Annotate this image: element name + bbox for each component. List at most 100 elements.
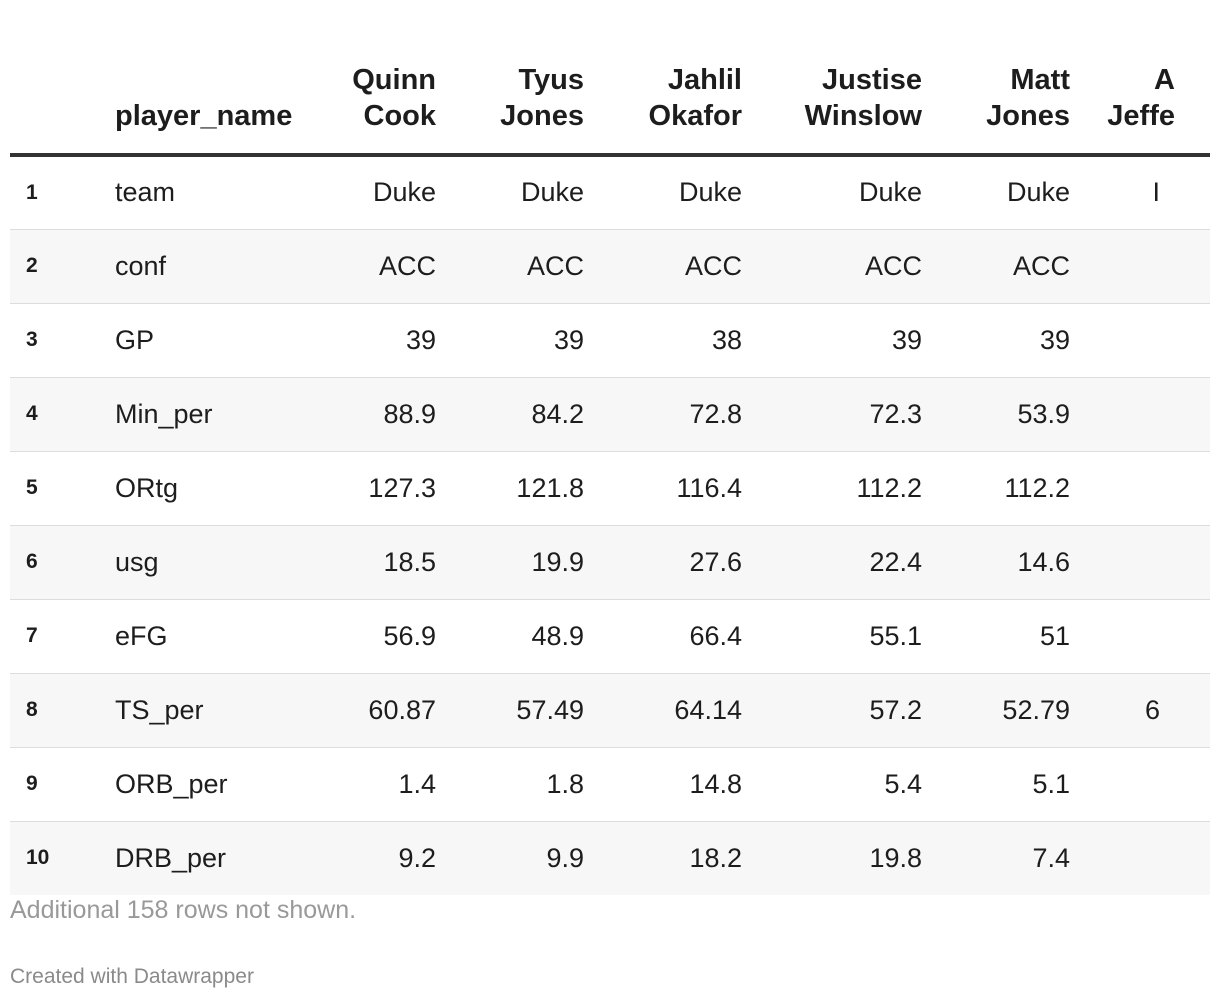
table-cell-idx: 3 <box>10 303 115 378</box>
data-table: player_name Quinn Cook Tyus Jones Jahlil Ok… <box>10 0 1210 895</box>
table-cell-p1: Duke <box>305 155 436 230</box>
column-header-p3: Jahlil Okafor <box>584 0 742 157</box>
table-cell-p1: 1.4 <box>305 747 436 822</box>
table-cell-p2: 84.2 <box>436 377 584 452</box>
table-cell-p6: I <box>1070 155 1210 230</box>
table-cell-p4: 19.8 <box>742 821 922 895</box>
table-cell-p1: ACC <box>305 229 436 304</box>
table-cell-name: GP <box>115 303 305 378</box>
table-cell-p1: 39 <box>305 303 436 378</box>
table-cell-name: eFG <box>115 599 305 674</box>
table-cell-p3: 72.8 <box>584 377 742 452</box>
table-cell-p2: Duke <box>436 155 584 230</box>
table-cell-p1: 18.5 <box>305 525 436 600</box>
table-cell-p6 <box>1070 599 1210 674</box>
table-cell-idx: 9 <box>10 747 115 822</box>
table-cell-name: usg <box>115 525 305 600</box>
table-cell-p4: ACC <box>742 229 922 304</box>
table-row: 4 Min_per 88.9 84.2 72.8 72.3 53.9 <box>10 377 1210 452</box>
table-cell-p5: 7.4 <box>922 821 1070 895</box>
table-cell-p1: 56.9 <box>305 599 436 674</box>
table-cell-p4: 55.1 <box>742 599 922 674</box>
table-cell-idx: 7 <box>10 599 115 674</box>
table-cell-p6 <box>1070 451 1210 526</box>
table-row: 9 ORB_per 1.4 1.8 14.8 5.4 5.1 <box>10 747 1210 822</box>
table-cell-p3: 38 <box>584 303 742 378</box>
table-cell-p4: 5.4 <box>742 747 922 822</box>
table-cell-p2: 1.8 <box>436 747 584 822</box>
table-cell-name: conf <box>115 229 305 304</box>
column-header-p5: Matt Jones <box>922 0 1070 157</box>
table-cell-p5: 39 <box>922 303 1070 378</box>
table-cell-p4: 39 <box>742 303 922 378</box>
table-cell-p2: 57.49 <box>436 673 584 748</box>
table-cell-p4: Duke <box>742 155 922 230</box>
table-cell-p2: 39 <box>436 303 584 378</box>
table-row: 1 team Duke Duke Duke Duke Duke I <box>10 155 1210 230</box>
table-cell-p1: 9.2 <box>305 821 436 895</box>
table-cell-p3: 116.4 <box>584 451 742 526</box>
table-cell-name: team <box>115 155 305 230</box>
table-cell-p2: 19.9 <box>436 525 584 600</box>
table-cell-name: ORtg <box>115 451 305 526</box>
table-cell-p4: 57.2 <box>742 673 922 748</box>
table-row: 6 usg 18.5 19.9 27.6 22.4 14.6 <box>10 525 1210 600</box>
table-cell-p4: 22.4 <box>742 525 922 600</box>
column-header-idx <box>10 0 115 157</box>
table-cell-idx: 6 <box>10 525 115 600</box>
table-cell-p3: 27.6 <box>584 525 742 600</box>
table-cell-p2: 48.9 <box>436 599 584 674</box>
table-cell-p6 <box>1070 821 1210 895</box>
table-cell-p2: 9.9 <box>436 821 584 895</box>
table-row: 2 conf ACC ACC ACC ACC ACC <box>10 229 1210 304</box>
table-cell-name: TS_per <box>115 673 305 748</box>
table-cell-p6 <box>1070 525 1210 600</box>
column-header-name: player_name <box>115 0 305 157</box>
table-cell-p2: ACC <box>436 229 584 304</box>
table-cell-name: Min_per <box>115 377 305 452</box>
table-cell-p2: 121.8 <box>436 451 584 526</box>
table-cell-p3: 14.8 <box>584 747 742 822</box>
table-cell-p1: 127.3 <box>305 451 436 526</box>
table-cell-idx: 8 <box>10 673 115 748</box>
table-cell-p6 <box>1070 747 1210 822</box>
table-cell-idx: 2 <box>10 229 115 304</box>
table-cell-name: ORB_per <box>115 747 305 822</box>
table-cell-idx: 1 <box>10 155 115 230</box>
column-header-p2: Tyus Jones <box>436 0 584 157</box>
table-cell-p3: ACC <box>584 229 742 304</box>
table-cell-p6 <box>1070 377 1210 452</box>
table-cell-p4: 72.3 <box>742 377 922 452</box>
table-cell-idx: 10 <box>10 821 115 895</box>
table-cell-p5: 112.2 <box>922 451 1070 526</box>
table-cell-p6 <box>1070 303 1210 378</box>
data-table-container: player_name Quinn Cook Tyus Jones Jahlil Ok… <box>10 0 1210 895</box>
table-cell-p4: 112.2 <box>742 451 922 526</box>
table-cell-p3: 64.14 <box>584 673 742 748</box>
table-cell-p1: 60.87 <box>305 673 436 748</box>
table-cell-p3: 18.2 <box>584 821 742 895</box>
column-header-p6: A Jeffe <box>1070 0 1210 157</box>
table-cell-p5: ACC <box>922 229 1070 304</box>
table-header-row: player_name Quinn Cook Tyus Jones Jahlil Ok… <box>10 0 1210 157</box>
table-row: 10 DRB_per 9.2 9.9 18.2 19.8 7.4 <box>10 821 1210 895</box>
table-cell-p3: 66.4 <box>584 599 742 674</box>
table-cell-p6: 6 <box>1070 673 1210 748</box>
table-cell-p5: Duke <box>922 155 1070 230</box>
table-body: 1 team Duke Duke Duke Duke Duke I 2 conf ACC ACC ACC… <box>10 155 1210 895</box>
table-cell-p5: 53.9 <box>922 377 1070 452</box>
table-cell-p5: 52.79 <box>922 673 1070 748</box>
table-cell-p6 <box>1070 229 1210 304</box>
table-cell-idx: 4 <box>10 377 115 452</box>
column-header-p4: Justise Winslow <box>742 0 922 157</box>
table-cell-p5: 51 <box>922 599 1070 674</box>
table-row: 8 TS_per 60.87 57.49 64.14 57.2 52.79 6 <box>10 673 1210 748</box>
table-cell-name: DRB_per <box>115 821 305 895</box>
table-cell-p1: 88.9 <box>305 377 436 452</box>
table-row: 3 GP 39 39 38 39 39 <box>10 303 1210 378</box>
table-row: 7 eFG 56.9 48.9 66.4 55.1 51 <box>10 599 1210 674</box>
credit-link[interactable]: Created with Datawrapper <box>10 965 254 988</box>
table-notes: Additional 158 rows not shown. <box>10 896 357 924</box>
table-row: 5 ORtg 127.3 121.8 116.4 112.2 112.2 <box>10 451 1210 526</box>
column-header-p1: Quinn Cook <box>305 0 436 157</box>
